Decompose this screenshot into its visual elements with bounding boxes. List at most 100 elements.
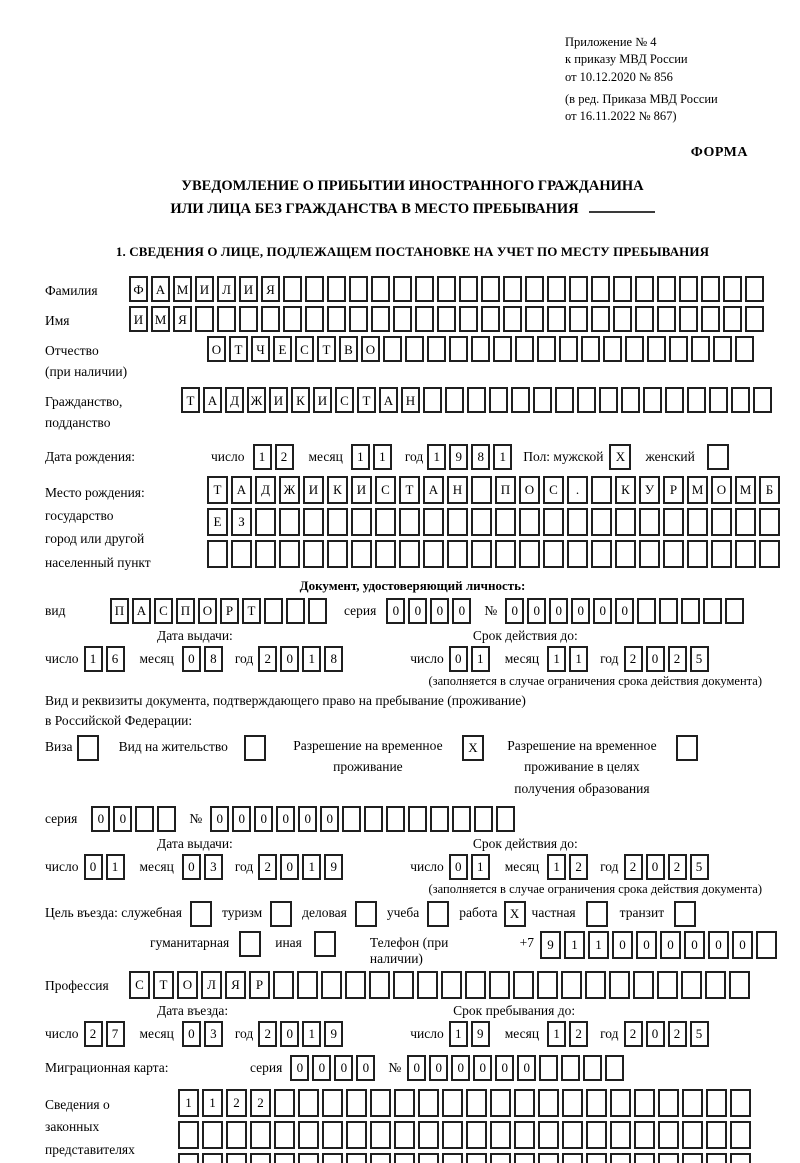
char-cell[interactable]: 0	[429, 1054, 449, 1081]
char-cell[interactable]	[657, 306, 676, 333]
char-cell[interactable]: 0	[615, 597, 635, 624]
char-cell[interactable]: 1	[302, 853, 322, 880]
char-cell[interactable]	[647, 336, 666, 363]
char-cell[interactable]	[599, 387, 618, 414]
char-cell[interactable]	[273, 970, 294, 999]
char-cell[interactable]	[709, 387, 728, 414]
char-cell[interactable]: 0	[210, 805, 230, 832]
char-cell[interactable]	[753, 387, 772, 414]
char-cell[interactable]	[279, 539, 300, 568]
char-cell[interactable]	[459, 276, 478, 303]
char-cell[interactable]	[303, 539, 324, 568]
char-cell[interactable]: 1	[470, 645, 490, 672]
char-cell[interactable]	[514, 1120, 535, 1149]
char-cell[interactable]: 0	[181, 853, 201, 880]
char-cell[interactable]	[591, 306, 610, 333]
char-cell[interactable]	[591, 276, 610, 303]
char-cell[interactable]	[682, 1152, 703, 1163]
char-cell[interactable]: 8	[324, 645, 344, 672]
char-cell[interactable]: 0	[386, 597, 406, 624]
char-cell[interactable]: 0	[280, 645, 300, 672]
char-cell[interactable]: 0	[451, 1054, 471, 1081]
char-cell[interactable]: 1	[493, 443, 513, 470]
char-cell[interactable]: 0	[517, 1054, 537, 1081]
char-cell[interactable]	[351, 539, 372, 568]
char-cell[interactable]	[447, 539, 468, 568]
char-cell[interactable]	[711, 507, 732, 536]
char-cell[interactable]: В	[339, 336, 358, 363]
char-cell[interactable]	[687, 539, 708, 568]
char-cell[interactable]	[399, 539, 420, 568]
char-cell[interactable]	[586, 1088, 607, 1117]
char-cell[interactable]	[515, 336, 534, 363]
purpose-study-checkbox[interactable]	[427, 900, 450, 927]
char-cell[interactable]	[447, 507, 468, 536]
char-cell[interactable]	[264, 597, 283, 624]
char-cell[interactable]	[405, 336, 424, 363]
char-cell[interactable]	[703, 597, 723, 624]
char-cell[interactable]: Я	[261, 276, 280, 303]
char-cell[interactable]	[283, 306, 302, 333]
char-cell[interactable]: К	[615, 475, 636, 504]
char-cell[interactable]: 1	[564, 930, 585, 959]
char-cell[interactable]	[375, 539, 396, 568]
char-cell[interactable]: 0	[645, 1020, 665, 1047]
char-cell[interactable]: 0	[290, 1054, 310, 1081]
char-cell[interactable]: М	[173, 276, 192, 303]
char-cell[interactable]: С	[154, 597, 173, 624]
char-cell[interactable]	[555, 387, 574, 414]
char-cell[interactable]: 0	[549, 597, 569, 624]
char-cell[interactable]	[345, 970, 366, 999]
char-cell[interactable]	[591, 539, 612, 568]
char-cell[interactable]	[706, 1120, 727, 1149]
char-cell[interactable]	[567, 539, 588, 568]
char-cell[interactable]: Ж	[247, 387, 266, 414]
char-cell[interactable]: 1	[569, 645, 589, 672]
char-cell[interactable]: 8	[203, 645, 223, 672]
char-cell[interactable]: 1	[178, 1088, 199, 1117]
char-cell[interactable]	[725, 597, 745, 624]
char-cell[interactable]: 0	[645, 853, 665, 880]
char-cell[interactable]: Н	[401, 387, 420, 414]
char-cell[interactable]: Я	[173, 306, 192, 333]
char-cell[interactable]	[634, 1088, 655, 1117]
char-cell[interactable]	[305, 276, 324, 303]
char-cell[interactable]	[537, 336, 556, 363]
char-cell[interactable]	[711, 539, 732, 568]
char-cell[interactable]: Ж	[279, 475, 300, 504]
char-cell[interactable]	[538, 1120, 559, 1149]
char-cell[interactable]: 0	[181, 645, 201, 672]
char-cell[interactable]: 1	[202, 1088, 223, 1117]
visa-checkbox[interactable]	[76, 734, 99, 761]
char-cell[interactable]	[513, 970, 534, 999]
char-cell[interactable]	[346, 1152, 367, 1163]
purpose-transit-checkbox[interactable]	[674, 900, 697, 927]
char-cell[interactable]: 9	[540, 930, 561, 959]
char-cell[interactable]: 1	[302, 645, 322, 672]
char-cell[interactable]	[418, 1120, 439, 1149]
char-cell[interactable]	[569, 306, 588, 333]
char-cell[interactable]: 0	[473, 1054, 493, 1081]
char-cell[interactable]	[466, 1120, 487, 1149]
char-cell[interactable]	[514, 1088, 535, 1117]
char-cell[interactable]	[471, 539, 492, 568]
char-cell[interactable]	[639, 507, 660, 536]
char-cell[interactable]: Е	[207, 507, 228, 536]
char-cell[interactable]	[759, 539, 780, 568]
sex-female-checkbox[interactable]	[706, 443, 729, 470]
char-cell[interactable]: 0	[254, 805, 274, 832]
char-cell[interactable]	[442, 1088, 463, 1117]
char-cell[interactable]	[418, 1152, 439, 1163]
char-cell[interactable]	[327, 276, 346, 303]
char-cell[interactable]	[745, 276, 764, 303]
char-cell[interactable]	[533, 387, 552, 414]
char-cell[interactable]	[495, 507, 516, 536]
char-cell[interactable]	[562, 1152, 583, 1163]
char-cell[interactable]	[375, 507, 396, 536]
char-cell[interactable]: О	[361, 336, 380, 363]
char-cell[interactable]	[178, 1152, 199, 1163]
char-cell[interactable]: 0	[408, 597, 428, 624]
char-cell[interactable]: И	[269, 387, 288, 414]
char-cell[interactable]	[394, 1088, 415, 1117]
char-cell[interactable]: Т	[357, 387, 376, 414]
